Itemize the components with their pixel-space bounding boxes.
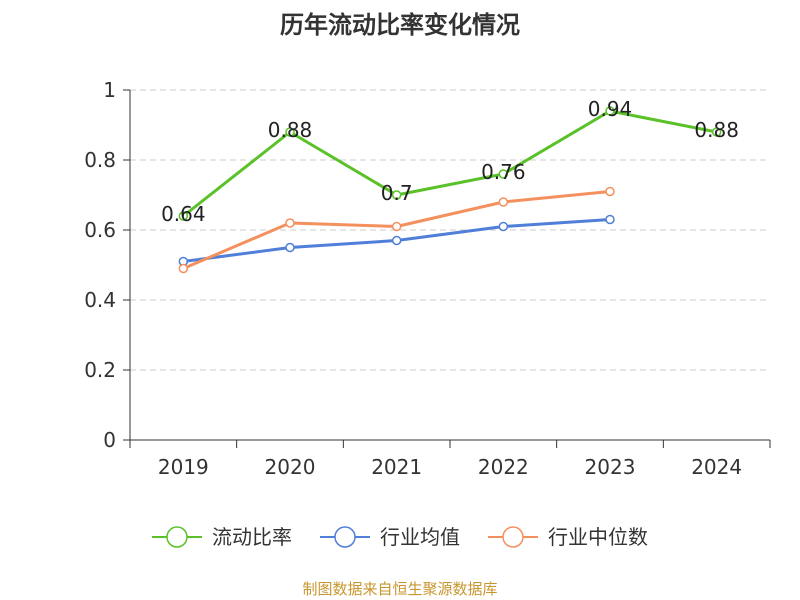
source-note: 制图数据来自恒生聚源数据库 — [302, 580, 497, 598]
series-0 — [178, 106, 722, 221]
data-point — [178, 263, 189, 274]
data-point — [285, 127, 295, 137]
y-tick-label: 0.6 — [84, 218, 116, 242]
series-1 — [178, 214, 615, 267]
legend-swatch-marker — [502, 526, 524, 548]
x-tick-label: 2024 — [691, 455, 742, 479]
y-tick-label: 1 — [103, 78, 116, 102]
legend-label: 行业中位数 — [548, 525, 648, 549]
x-tick-label: 2019 — [158, 455, 209, 479]
y-tick-label: 0.8 — [84, 148, 116, 172]
legend-label: 行业均值 — [380, 525, 460, 549]
legend-swatch-marker — [166, 526, 188, 548]
series-lines — [178, 106, 722, 274]
legend-item: 行业中位数 — [488, 525, 648, 549]
data-label: 0.94 — [588, 97, 633, 121]
data-point — [285, 242, 295, 253]
data-point — [605, 214, 615, 225]
data-point — [711, 127, 722, 137]
series-2 — [178, 186, 615, 274]
data-label: 0.64 — [161, 202, 206, 226]
y-tick-label: 0 — [103, 428, 116, 452]
data-point — [391, 235, 402, 246]
data-point — [605, 186, 615, 197]
gridlines — [130, 89, 770, 371]
y-tick-label: 0.4 — [84, 288, 116, 312]
data-point — [391, 221, 402, 232]
data-point — [391, 190, 402, 200]
data-point — [498, 169, 509, 179]
x-tick-label: 2021 — [371, 455, 422, 479]
chart-title: 历年流动比率变化情况 — [280, 11, 520, 39]
data-point — [285, 218, 295, 228]
legend-swatch-marker — [334, 526, 356, 548]
y-tick-label: 0.2 — [84, 358, 116, 382]
data-label: 0.88 — [694, 118, 739, 142]
data-labels: 0.64 0.88 0.7 0.76 0.94 0.88 — [161, 97, 739, 226]
legend-item: 行业均值 — [320, 525, 460, 549]
data-label: 0.7 — [381, 181, 413, 205]
legend-item: 流动比率 — [152, 525, 292, 549]
data-point — [178, 211, 189, 221]
series-line — [182, 109, 717, 218]
data-point — [498, 197, 509, 207]
data-point — [498, 221, 509, 232]
legend: 流动比率 行业均值 行业中位数 — [152, 525, 648, 549]
x-tick-label: 2022 — [478, 455, 529, 479]
x-tick-label: 2023 — [585, 455, 636, 479]
data-label: 0.88 — [268, 118, 313, 142]
axes: 0 0.2 0.4 0.6 0.8 1 2019 2020 2021 2022 2023 2024 — [84, 78, 771, 479]
data-point — [605, 106, 615, 116]
x-tick-label: 2020 — [265, 455, 316, 479]
legend-label: 流动比率 — [212, 525, 292, 549]
data-label: 0.76 — [481, 160, 526, 184]
